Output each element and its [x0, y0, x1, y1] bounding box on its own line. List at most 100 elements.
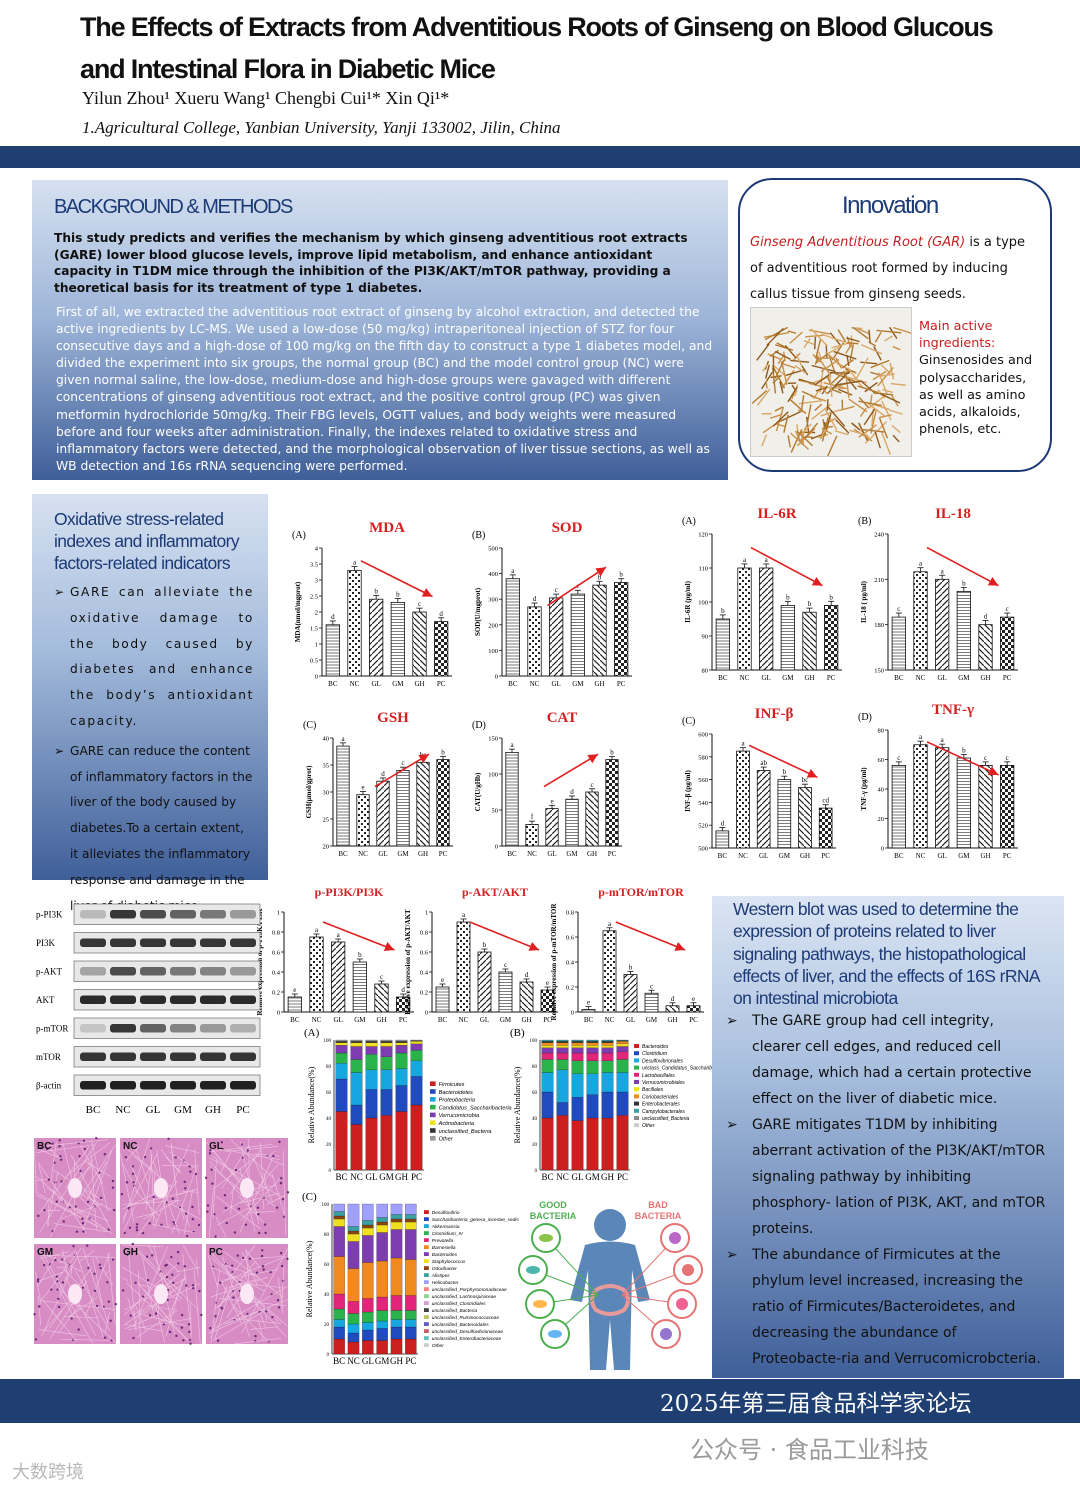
bacteria-cell — [676, 1298, 688, 1310]
blot-group-label: NC — [115, 1104, 130, 1116]
blot-band — [200, 910, 226, 919]
significance-letter: b — [483, 941, 487, 949]
legend-swatch — [424, 1224, 429, 1228]
bar-PC — [818, 807, 833, 849]
cell-edge — [139, 1313, 186, 1327]
chart-title: MDA — [369, 520, 405, 536]
y-axis-label: MDA(nmol/mgprot) — [294, 581, 302, 642]
stack-segment — [347, 1341, 360, 1355]
stack-segment — [601, 1091, 614, 1119]
stack-segment — [601, 1060, 614, 1073]
histology-label: GL — [209, 1141, 223, 1152]
nucleus — [286, 1191, 290, 1194]
significance-letter: b — [396, 591, 400, 599]
stack-segment — [616, 1059, 629, 1073]
nucleus — [171, 1273, 174, 1276]
x-tick-label: GH — [667, 1016, 677, 1024]
cell-edge — [59, 1250, 77, 1264]
stack-segment — [571, 1042, 584, 1046]
histology-panels: BC NC GL GM GH PC — [33, 1136, 290, 1345]
legend-swatch — [430, 1097, 436, 1102]
stack-segment — [362, 1298, 374, 1313]
cell-edge — [80, 1143, 117, 1197]
stack-segment — [405, 1203, 417, 1215]
trend-arrow — [926, 741, 999, 776]
bar-NC — [525, 824, 539, 847]
nucleus — [246, 1149, 250, 1152]
x-tick-label: PC — [405, 1356, 416, 1366]
stack-segment — [541, 1091, 554, 1119]
nucleus — [209, 1326, 212, 1330]
panel-label: (D) — [472, 720, 486, 731]
stack-segment — [365, 1089, 378, 1119]
x-tick-label: GL — [378, 850, 387, 858]
blot-group-label: GM — [174, 1104, 192, 1116]
nucleus — [154, 1312, 158, 1315]
stack-segment — [616, 1051, 629, 1060]
cell-edge — [43, 1254, 93, 1344]
nucleus — [246, 1312, 249, 1316]
x-tick-label: GL — [362, 1356, 374, 1366]
nucleus — [128, 1226, 132, 1229]
western-heading: Western blot was used to determine the e… — [733, 899, 1040, 1009]
stack-segment — [376, 1232, 388, 1262]
blot-band — [140, 1024, 166, 1033]
cell-edge — [86, 1161, 107, 1201]
cell-edge — [50, 1141, 57, 1181]
nucleus — [132, 1181, 135, 1184]
blot-band — [80, 967, 106, 976]
bacteria-cell — [539, 1234, 553, 1242]
y-tick-label: 560 — [698, 777, 708, 784]
stack-segment — [395, 1039, 408, 1042]
blot-band — [170, 1081, 196, 1090]
y-tick-label: 60 — [324, 1263, 330, 1268]
cell-edge — [127, 1297, 134, 1317]
nucleus — [131, 1165, 135, 1168]
cell-edge — [183, 1189, 193, 1235]
stack-segment — [380, 1042, 393, 1047]
stack-segment — [616, 1039, 629, 1041]
x-tick-label: NC — [738, 852, 748, 860]
cell-edge — [209, 1143, 273, 1153]
significance-letter: e — [550, 797, 553, 805]
body-head — [594, 1209, 626, 1241]
cell-edge — [139, 1284, 152, 1289]
legend-entry: Akkermansia — [431, 1224, 460, 1230]
cell-edge — [182, 1253, 192, 1335]
bar-GH — [585, 791, 599, 847]
nucleus — [55, 1200, 59, 1203]
cell-edge — [248, 1211, 275, 1214]
nucleus — [216, 1339, 220, 1342]
cell-edge — [215, 1216, 227, 1238]
y-axis-label: IL-6R (pg/ml) — [684, 580, 692, 622]
stack-segment — [556, 1042, 569, 1046]
bar-BC — [891, 765, 906, 849]
nucleus — [191, 1284, 195, 1287]
y-tick-label: 0 — [571, 1010, 574, 1017]
blot-lane — [73, 1074, 261, 1096]
nucleus — [82, 1139, 86, 1143]
nucleus — [38, 1305, 41, 1308]
stack-segment — [365, 1041, 378, 1043]
y-tick-label: 1 — [315, 642, 318, 649]
stack-segment — [376, 1296, 388, 1311]
nucleus — [141, 1231, 145, 1235]
significance-letter: b — [358, 951, 362, 959]
chart-title: GSH — [377, 710, 409, 726]
bar-NC — [602, 930, 617, 1013]
nucleus — [121, 1289, 125, 1292]
stack-segment — [333, 1256, 345, 1295]
chart-il-6r: 80 90 100 110 120 b BC a NC a GL b GM b GH b PC IL-6R (A) I… — [682, 506, 842, 682]
cell-edge — [41, 1276, 70, 1337]
x-tick-label: NC — [347, 1356, 360, 1366]
x-tick-label: GL — [937, 852, 946, 860]
western-bullets: ➢ The GARE group had cell integrity, clea… — [726, 1008, 1046, 1372]
legend-entry: Desulfovibrionales — [642, 1058, 683, 1064]
y-tick-label: 20 — [326, 1143, 332, 1148]
nucleus — [184, 1212, 188, 1215]
x-tick-label: NC — [358, 850, 368, 858]
cell-edge — [254, 1185, 277, 1189]
background-panel — [32, 180, 728, 480]
legend-entry: Helicobacter — [432, 1280, 459, 1286]
legend-swatch — [430, 1128, 436, 1133]
